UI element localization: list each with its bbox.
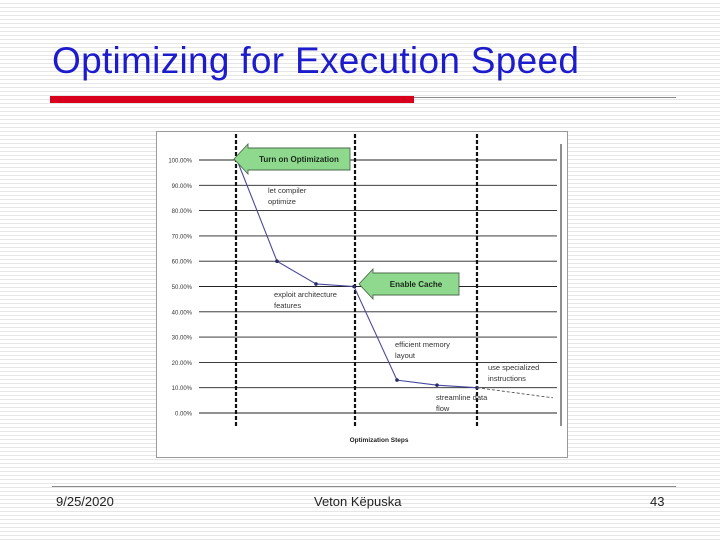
- chart: 0.00% 10.00% 20.00% 30.00% 40.00% 50.00% 60.00…: [156, 131, 568, 458]
- footer-author: Veton Këpuska: [314, 494, 402, 509]
- data-point: [352, 284, 356, 289]
- title-divider: [414, 97, 676, 98]
- step-annotation: streamline data flow: [436, 393, 488, 413]
- data-point: [435, 383, 439, 387]
- y-tick-label: 50.00%: [172, 285, 193, 291]
- step-annotation: use specialized instructions: [488, 363, 539, 383]
- data-point: [395, 378, 399, 382]
- callout-arrow: [358, 267, 460, 301]
- footer-date: 9/25/2020: [56, 494, 114, 509]
- step-annotation: efficient memory layout: [395, 340, 450, 360]
- y-tick-label: 70.00%: [172, 234, 193, 240]
- y-tick-label: 100.00%: [168, 159, 192, 165]
- y-tick-label: 20.00%: [172, 361, 193, 367]
- y-tick-label: 40.00%: [172, 310, 193, 316]
- title-accent-bar: [50, 96, 414, 103]
- page-number: 43: [650, 494, 665, 509]
- y-tick-label: 10.00%: [172, 386, 193, 392]
- slide-title: Optimizing for Execution Speed: [52, 40, 580, 81]
- step-annotation: exploit architecture features: [274, 290, 337, 310]
- projected-line: [476, 387, 554, 399]
- callout-label: Enable Cache: [390, 280, 443, 289]
- y-tick-label: 0.00%: [175, 412, 193, 418]
- callout-arrow: [233, 142, 351, 176]
- footer-divider: [52, 486, 676, 487]
- data-point: [314, 282, 318, 286]
- y-tick-label: 90.00%: [172, 184, 193, 190]
- step-annotation: let compiler optimize: [268, 186, 307, 206]
- y-tick-label: 60.00%: [172, 260, 193, 266]
- data-point: [275, 259, 279, 263]
- y-tick-label: 80.00%: [172, 209, 193, 215]
- y-tick-label: 30.00%: [172, 336, 193, 342]
- x-axis-label: Optimization Steps: [350, 437, 409, 444]
- callout-label: Turn on Optimization: [259, 155, 339, 164]
